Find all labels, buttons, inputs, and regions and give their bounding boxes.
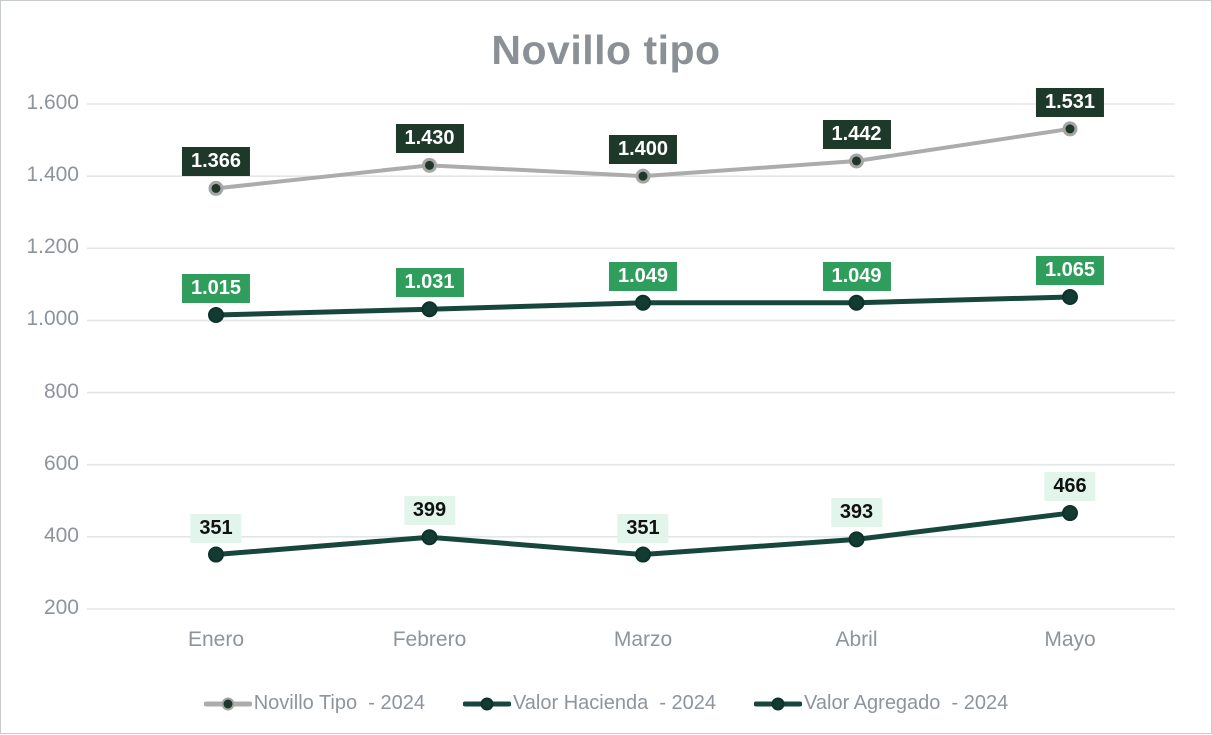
y-axis-tick-label: 400 [43, 523, 79, 547]
legend-item-label: Valor Hacienda - 2024 [512, 692, 717, 714]
y-axis-tick-label: 200 [43, 596, 79, 619]
y-axis-tick-label: 1.400 [26, 163, 79, 187]
legend: Novillo Tipo - 2024 Valor Hacienda - 202… [1, 692, 1211, 715]
dark-green-line-marker-icon [754, 697, 803, 710]
y-axis-tick-label: 600 [43, 451, 79, 475]
x-axis-category-label: Marzo [613, 628, 673, 651]
data-label: 351 [617, 513, 669, 543]
data-point-marker [208, 307, 224, 324]
legend-item-label: Valor Agregado - 2024 [804, 692, 1009, 714]
legend-item: Valor Hacienda - 2024 [462, 692, 717, 715]
data-label: 1.366 [181, 147, 251, 177]
data-label: 393 [830, 498, 883, 528]
data-point-marker [635, 168, 651, 184]
data-point-marker [848, 531, 865, 548]
y-axis-tick-label: 800 [43, 379, 79, 403]
data-point-marker [848, 294, 865, 311]
data-label: 1.015 [181, 274, 251, 304]
y-axis-tick-label: 1.000 [26, 307, 79, 331]
x-axis-category-label: Enero [187, 628, 245, 651]
data-point-marker [1062, 121, 1078, 137]
data-point-marker [635, 294, 651, 311]
gray-line-marker-icon [203, 697, 252, 710]
data-label: 399 [403, 496, 456, 526]
y-axis-tick-label: 1.200 [26, 235, 79, 259]
data-label: 1.442 [822, 119, 891, 149]
legend-item: Valor Agregado - 2024 [754, 692, 1008, 715]
y-axis-tick-label: 1.600 [26, 91, 79, 114]
dark-green-line-marker-icon [462, 697, 511, 710]
data-label: 1.049 [608, 261, 678, 291]
data-point-marker [1062, 288, 1078, 305]
data-point-marker [208, 180, 224, 196]
data-label: 1.065 [1035, 255, 1105, 285]
data-label: 1.049 [822, 261, 891, 291]
data-point-marker [849, 153, 864, 169]
data-label: 466 [1044, 472, 1096, 502]
data-label: 1.430 [395, 124, 464, 154]
legend-item: Novillo Tipo - 2024 [203, 692, 425, 715]
x-axis-category-label: Febrero [392, 628, 467, 651]
data-point-marker [421, 301, 438, 318]
data-point-marker [208, 546, 224, 563]
chart-title: Novillo tipo [491, 27, 721, 73]
data-point-marker [635, 546, 651, 563]
x-axis-category-label: Abril [835, 628, 878, 651]
data-label: 351 [190, 513, 242, 543]
data-label: 1.531 [1035, 87, 1105, 117]
data-point-marker [1062, 505, 1078, 522]
data-label: 1.031 [395, 268, 464, 298]
data-label: 1.400 [608, 135, 678, 165]
data-point-marker [422, 157, 437, 173]
data-point-marker [421, 529, 438, 546]
x-axis-category-label: Mayo [1044, 628, 1096, 651]
legend-item-label: Novillo Tipo - 2024 [253, 692, 425, 714]
